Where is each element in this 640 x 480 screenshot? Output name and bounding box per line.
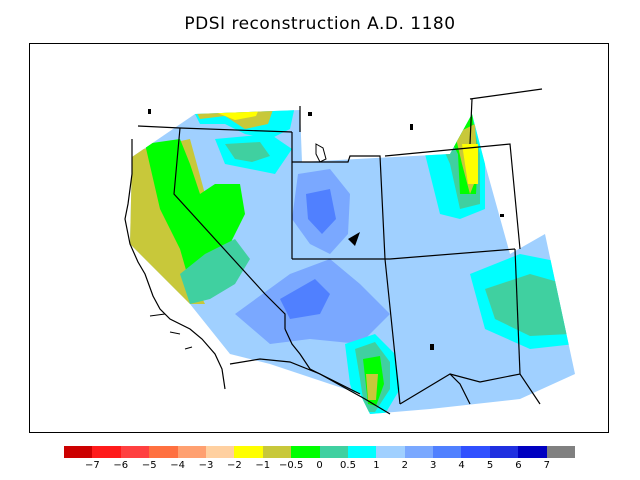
colorbar-tick-label: −2 (227, 460, 242, 471)
colorbar-tick-label: −5 (141, 460, 157, 471)
lakes (148, 109, 504, 350)
colorbar-tick-label: −3 (198, 460, 214, 471)
colorbar-swatch (262, 446, 292, 458)
colorbar-swatch (205, 446, 235, 458)
colorbar-swatch (461, 446, 490, 458)
colorbar-swatch (404, 446, 434, 458)
colorbar-swatch (319, 446, 348, 458)
colorbar-tick-label: 3 (430, 460, 437, 471)
colorbar-swatch (149, 446, 178, 458)
pdsi-map (124, 88, 575, 415)
colorbar-tick-label: 0 (316, 460, 323, 471)
colorbar-tick-label: −6 (113, 460, 129, 471)
colorbar-tick-label: −1 (255, 460, 271, 471)
colorbar-swatch (518, 446, 547, 458)
colorbar-tick-label: −7 (85, 460, 100, 471)
colorbar-labels: −7 −6 −5 −4 −3 −2 −1 −0.5 0 0.5 1 2 3 4 5 6 7 (64, 460, 584, 474)
pdsi-colorbar (64, 446, 576, 458)
colorbar-tick-label: 7 (543, 460, 550, 471)
colorbar-tick-label: 2 (401, 460, 408, 471)
colorbar-tick-label: −0.5 (279, 460, 304, 471)
islands (149, 313, 193, 350)
pdsi-contours (130, 110, 575, 414)
colorbar-swatch (120, 446, 150, 458)
boundary-lines (124, 88, 543, 415)
colorbar-swatch (546, 446, 576, 458)
colorbar-tick-label: 0.5 (340, 460, 356, 471)
colorbar-swatch (489, 446, 519, 458)
map-title: PDSI reconstruction A.D. 1180 (184, 14, 456, 34)
map-panel (29, 43, 609, 433)
colorbar-swatch (347, 446, 377, 458)
colorbar-tick-label: −4 (170, 460, 185, 471)
colorbar-tick-label: 6 (515, 460, 522, 471)
colorbar-tick-label: 1 (373, 460, 380, 471)
colorbar-swatch (64, 446, 93, 458)
colorbar-tick-label: 4 (458, 460, 465, 471)
colorbar-tick-label: 5 (486, 460, 494, 471)
colorbar-swatch (92, 446, 121, 458)
colorbar-swatch (177, 446, 206, 458)
colorbar-swatch (234, 446, 263, 458)
colorbar-swatch (376, 446, 405, 458)
colorbar-swatch (291, 446, 320, 458)
colorbar-swatch (433, 446, 462, 458)
